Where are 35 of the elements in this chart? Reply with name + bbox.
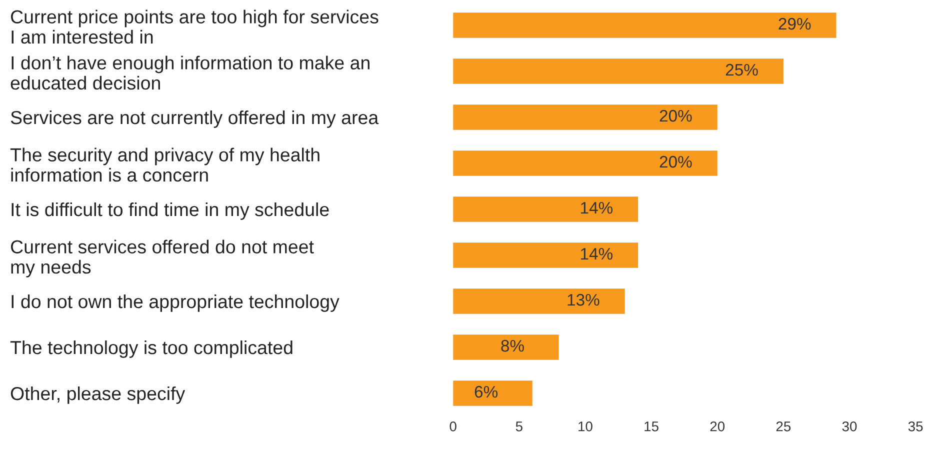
data-label: 29% bbox=[778, 18, 811, 30]
x-tick-label: 10 bbox=[578, 421, 592, 432]
bar bbox=[453, 58, 784, 84]
data-label: 14% bbox=[581, 202, 613, 214]
x-tick-label: 30 bbox=[842, 421, 857, 432]
data-label: 25% bbox=[726, 64, 758, 76]
y-tick-label: It is difficult to find time in my schedule bbox=[12, 202, 329, 220]
bar bbox=[453, 380, 532, 406]
x-tick-label: 15 bbox=[644, 422, 658, 432]
x-tick-label: 5 bbox=[516, 422, 522, 432]
y-tick-label: I do not own the appropriate technology bbox=[12, 294, 340, 312]
data-label: 6% bbox=[474, 386, 498, 398]
bar bbox=[453, 334, 559, 360]
data-label: 8% bbox=[501, 340, 524, 352]
bar bbox=[453, 242, 638, 268]
bar bbox=[453, 12, 836, 38]
bar bbox=[453, 288, 625, 314]
y-tick-label: The technology is too complicated bbox=[10, 340, 292, 358]
data-label: 20% bbox=[660, 110, 692, 122]
y-tick-label: Services are not currently offered in my area bbox=[10, 110, 379, 128]
x-tick-label: 35 bbox=[908, 421, 923, 432]
data-label: 14% bbox=[581, 248, 613, 260]
y-tick-label: I don’t have enough information to make an educated decision bbox=[10, 56, 370, 90]
y-tick-label: The security and privacy of my health information is a concern bbox=[10, 148, 320, 182]
y-tick-label: Other, please specify bbox=[10, 386, 186, 404]
y-tick-label: Current services offered do not meet my needs bbox=[10, 240, 314, 278]
x-tick-label: 0 bbox=[450, 421, 456, 432]
data-label: 13% bbox=[568, 294, 600, 306]
bar bbox=[453, 150, 718, 176]
y-tick-label: Current price points are too high for services I am interested in bbox=[10, 10, 378, 44]
bar bbox=[453, 196, 638, 222]
data-label: 20% bbox=[660, 156, 692, 168]
x-tick-label: 20 bbox=[710, 421, 725, 432]
x-tick-label: 25 bbox=[776, 421, 791, 432]
bar bbox=[453, 104, 718, 130]
